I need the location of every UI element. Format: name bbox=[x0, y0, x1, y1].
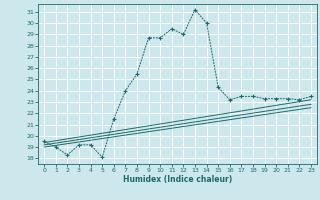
X-axis label: Humidex (Indice chaleur): Humidex (Indice chaleur) bbox=[123, 175, 232, 184]
